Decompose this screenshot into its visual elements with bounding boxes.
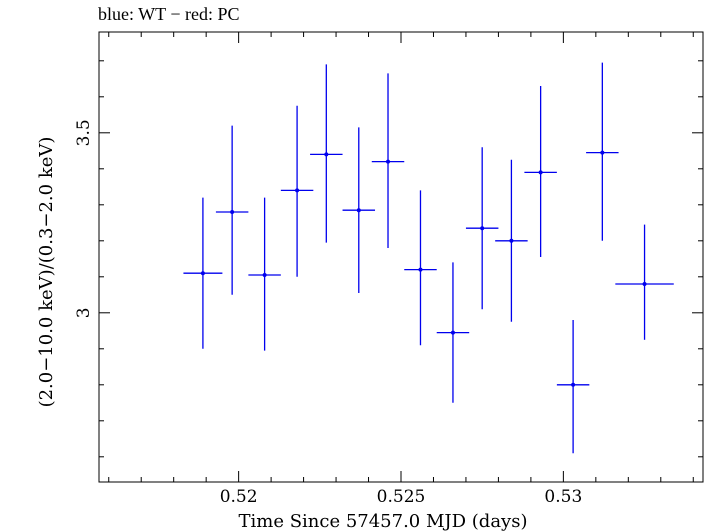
point-marker [418,267,423,272]
data-point [280,105,314,277]
data-point [310,64,343,243]
x-tick-label: 0.53 [544,487,582,507]
point-marker [262,273,267,277]
y-axis-label: (2.0−10.0 keV)/(0.3−2.0 keV) [36,137,57,408]
x-axis-label: Time Since 57457.0 MJD (days) [238,511,527,532]
point-marker [480,226,485,231]
point-marker [200,271,205,276]
axes-layer: 0.52 0.525 0.53 3 3.5 [74,31,704,507]
x-tick-label: 0.52 [220,487,258,507]
point-marker [324,152,329,157]
point-marker [538,170,543,175]
data-point [615,224,674,340]
data-point [524,86,557,257]
point-marker [571,382,576,387]
data-point [248,197,281,351]
data-point [215,125,249,295]
data-point [465,147,499,310]
point-marker [386,159,391,164]
data-point [556,320,590,454]
plot-frame [98,31,704,483]
y-tick-label: 3.5 [74,119,94,146]
point-marker [356,208,361,213]
data-point [183,197,223,349]
data-point [586,62,619,241]
y-tick-label: 3 [74,307,94,318]
data-point [404,190,437,346]
point-marker [450,330,455,335]
point-marker [230,210,235,214]
point-marker [295,188,300,193]
data-point [495,159,528,322]
marks-layer [183,62,674,454]
data-point [436,262,470,403]
x-tick-label: 0.525 [377,487,426,507]
chart-title: blue: WT − red: PC [98,4,240,24]
point-marker [509,238,514,243]
point-marker [600,150,605,155]
point-marker [642,282,647,286]
data-point [342,127,376,293]
data-point [371,73,405,248]
